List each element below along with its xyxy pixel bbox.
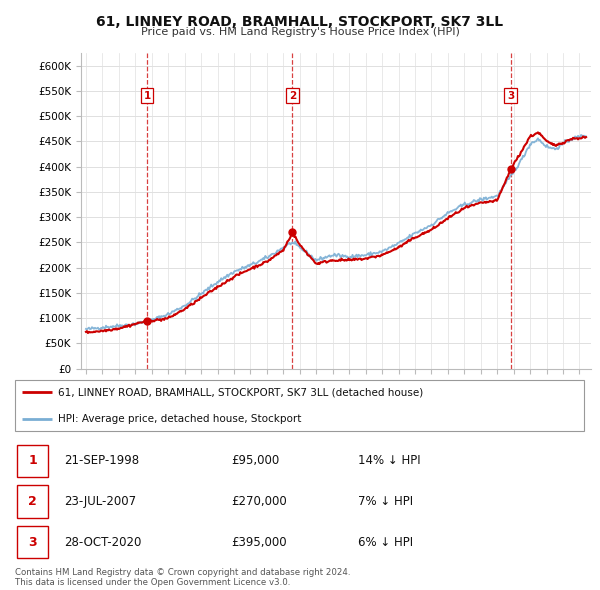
- Text: 2: 2: [28, 495, 37, 508]
- Text: 3: 3: [507, 91, 514, 101]
- Text: £270,000: £270,000: [231, 495, 287, 508]
- Text: £395,000: £395,000: [231, 536, 287, 549]
- Text: 28-OCT-2020: 28-OCT-2020: [64, 536, 141, 549]
- Text: 61, LINNEY ROAD, BRAMHALL, STOCKPORT, SK7 3LL (detached house): 61, LINNEY ROAD, BRAMHALL, STOCKPORT, SK…: [58, 387, 424, 397]
- Text: 7% ↓ HPI: 7% ↓ HPI: [358, 495, 413, 508]
- Text: 2: 2: [289, 91, 296, 101]
- Text: 3: 3: [28, 536, 37, 549]
- Text: 6% ↓ HPI: 6% ↓ HPI: [358, 536, 413, 549]
- FancyBboxPatch shape: [17, 444, 48, 477]
- Text: 23-JUL-2007: 23-JUL-2007: [64, 495, 136, 508]
- Text: 14% ↓ HPI: 14% ↓ HPI: [358, 454, 420, 467]
- FancyBboxPatch shape: [15, 380, 584, 431]
- Text: 21-SEP-1998: 21-SEP-1998: [64, 454, 139, 467]
- Text: 1: 1: [143, 91, 151, 101]
- Text: £95,000: £95,000: [231, 454, 279, 467]
- Text: Price paid vs. HM Land Registry's House Price Index (HPI): Price paid vs. HM Land Registry's House …: [140, 27, 460, 37]
- Text: HPI: Average price, detached house, Stockport: HPI: Average price, detached house, Stoc…: [58, 414, 301, 424]
- FancyBboxPatch shape: [17, 486, 48, 517]
- Text: 1: 1: [28, 454, 37, 467]
- Text: 61, LINNEY ROAD, BRAMHALL, STOCKPORT, SK7 3LL: 61, LINNEY ROAD, BRAMHALL, STOCKPORT, SK…: [97, 15, 503, 29]
- Text: This data is licensed under the Open Government Licence v3.0.: This data is licensed under the Open Gov…: [15, 578, 290, 587]
- Text: Contains HM Land Registry data © Crown copyright and database right 2024.: Contains HM Land Registry data © Crown c…: [15, 568, 350, 576]
- FancyBboxPatch shape: [17, 526, 48, 559]
